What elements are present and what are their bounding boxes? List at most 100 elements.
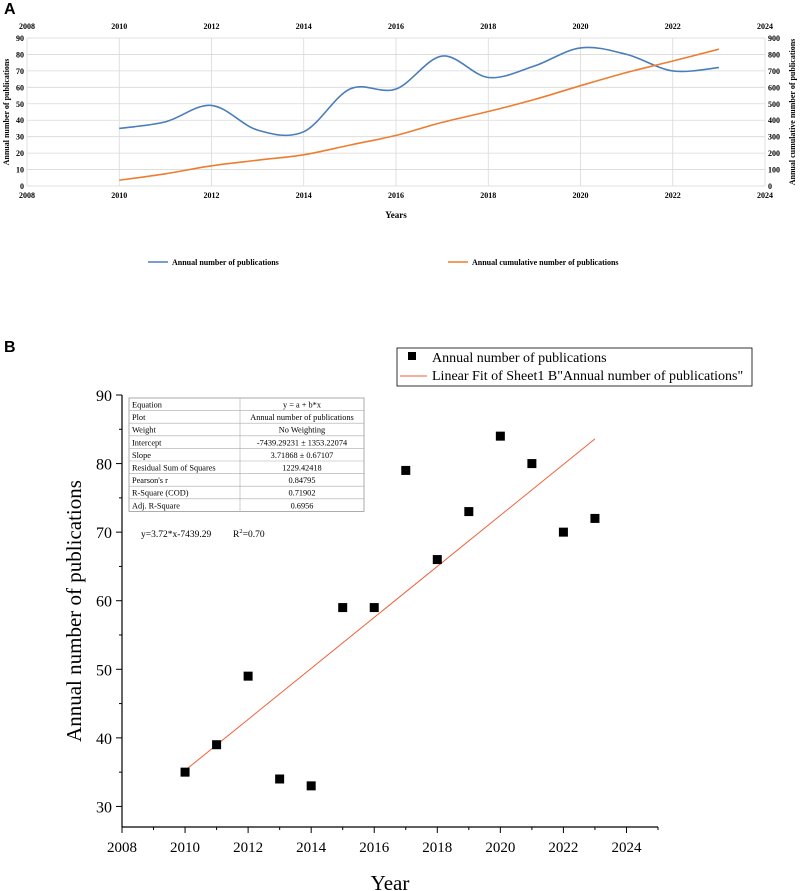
y-right-tick-label: 400 (768, 116, 780, 125)
data-point (338, 603, 348, 613)
stats-table-value: 0.84795 (289, 476, 316, 485)
y-right-tick-label: 100 (768, 166, 780, 175)
stats-table-value: 1229.42418 (282, 464, 321, 473)
stats-table-key: Plot (132, 413, 146, 422)
data-point (401, 465, 411, 475)
x-tick-label-bottom: 2010 (111, 191, 127, 200)
data-point (243, 671, 253, 681)
panel-b-label: B (4, 339, 16, 356)
panel-b: B 2008 2010 2012 2014 2016 2018 2020 2022 2024 30 4… (4, 339, 753, 891)
legend-box (396, 347, 753, 387)
x-axis-title: Years (385, 210, 407, 220)
r-squared-r: R (233, 530, 240, 540)
x-tick-label: 2012 (233, 840, 263, 856)
x-tick-label: 2010 (170, 840, 200, 856)
data-point (275, 774, 285, 784)
y-left-tick-label: 0 (20, 182, 24, 191)
y-left-tick-label: 10 (16, 166, 24, 175)
fit-line (184, 438, 596, 771)
stats-table-key: Adj. R-Square (132, 501, 180, 510)
data-point (527, 459, 537, 469)
x-tick-label-bottom: 2018 (480, 191, 496, 200)
legend-label-2: Annual cumulative number of publications (472, 258, 619, 267)
x-tick-label-top: 2016 (388, 22, 404, 31)
x-tick-label-top: 2012 (204, 22, 220, 31)
data-point (180, 767, 190, 777)
stats-table-value: -7439.29231 ± 1353.22074 (257, 438, 348, 447)
x-tick-label: 2008 (107, 840, 137, 856)
y-right-tick-label: 600 (768, 83, 780, 92)
y-tick-label: 40 (96, 731, 112, 748)
r-squared-value: =0.70 (243, 530, 265, 540)
data-point (590, 513, 600, 523)
stats-table-value: 0.71902 (289, 489, 316, 498)
x-tick-label-bottom: 2012 (204, 191, 220, 200)
y-tick-label: 70 (96, 525, 112, 542)
x-tick-label-bottom: 2024 (757, 191, 773, 200)
y-right-tick-label: 800 (768, 50, 780, 59)
stats-table-value: 3.71868 ± 0.67107 (271, 451, 334, 460)
x-tick-label-top: 2022 (665, 22, 681, 31)
x-tick-label-bottom: 2016 (388, 191, 404, 200)
y-tick-label: 90 (96, 388, 112, 405)
x-tick-label-top: 2020 (573, 22, 589, 31)
y-tick-label: 60 (96, 594, 112, 611)
stats-table-value: No Weighting (279, 426, 325, 435)
legend-label-1: Annual number of publications (172, 258, 279, 267)
panel-a: A200820082010201020122012201420142016201… (2, 1, 797, 267)
stats-table-key: Intercept (132, 438, 162, 447)
equation-annotation: y=3.72*x-7439.29 (141, 530, 212, 540)
x-axis-title: Year (371, 871, 410, 891)
x-tick-label-top: 2010 (111, 22, 127, 31)
y-axis-title: Annual number of publications (62, 480, 86, 742)
x-tick-label: 2018 (422, 840, 452, 856)
data-point (558, 527, 568, 537)
x-tick-label-top: 2024 (757, 22, 773, 31)
stats-table-key: Weight (132, 426, 156, 435)
x-tick-label: 2022 (548, 840, 578, 856)
y-left-tick-label: 40 (16, 116, 24, 125)
x-tick-label: 2014 (296, 840, 327, 856)
x-tick-label: 2024 (611, 840, 642, 856)
y-left-tick-label: 30 (16, 133, 24, 142)
data-point (369, 603, 379, 613)
x-tick-label: 2020 (485, 840, 515, 856)
data-point (212, 740, 222, 750)
stats-table-value: 0.6956 (291, 501, 314, 510)
y-right-tick-label: 0 (768, 182, 772, 191)
stats-table: Equation y = a + b*x Plot Annual number of … (128, 397, 365, 512)
y-right-tick-label: 200 (768, 149, 780, 158)
stats-table-key: Slope (132, 451, 151, 460)
stats-table-border (128, 397, 365, 512)
y-left-tick-label: 20 (16, 149, 24, 158)
y-right-axis-title: Annual cumulative number of publications (788, 39, 797, 186)
y-right-tick-label: 500 (768, 100, 780, 109)
y-tick-label: 80 (96, 457, 112, 474)
legend: Annual number of publications Linear Fit … (396, 347, 753, 387)
data-point (306, 781, 316, 791)
x-tick-label-bottom: 2008 (19, 191, 35, 200)
y-right-tick-label: 700 (768, 67, 780, 76)
y-left-axis-title: Annual number of publications (2, 59, 11, 166)
y-left-tick-label: 80 (16, 50, 24, 59)
series-line-1 (119, 46, 719, 137)
x-tick-label-top: 2008 (19, 22, 35, 31)
x-tick-label-top: 2018 (480, 22, 496, 31)
legend-marker-points (408, 352, 416, 360)
y-right-tick-label: 900 (768, 34, 780, 43)
legend-label-points: Annual number of publications (432, 351, 607, 366)
r-squared-sup: 2 (239, 528, 242, 535)
legend-label-fit: Linear Fit of Sheet1 B"Annual number of … (432, 369, 743, 384)
stats-table-key: Equation (132, 401, 163, 410)
y-left-tick-label: 70 (16, 67, 24, 76)
x-tick-label-bottom: 2022 (665, 191, 681, 200)
x-tick-label: 2016 (359, 840, 390, 856)
stats-table-key: Residual Sum of Squares (132, 464, 216, 473)
data-point (432, 555, 442, 565)
x-tick-label-bottom: 2014 (296, 191, 312, 200)
y-left-tick-label: 60 (16, 83, 24, 92)
x-tick-label-top: 2014 (296, 22, 312, 31)
y-tick-label: 30 (96, 799, 112, 816)
